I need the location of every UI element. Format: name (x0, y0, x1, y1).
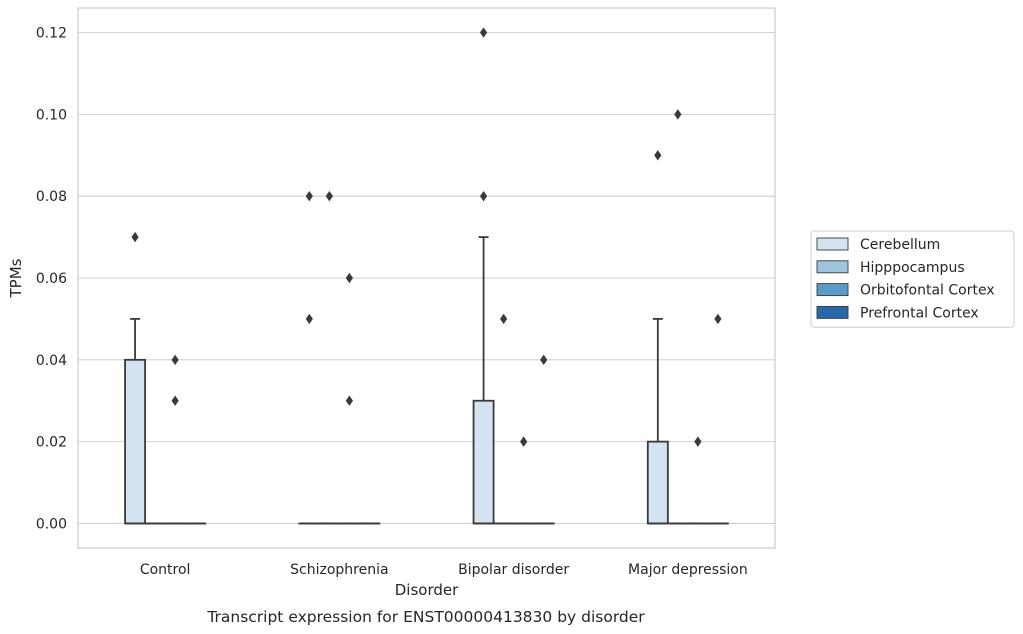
outlier-point (131, 231, 139, 243)
outlier-point (714, 313, 722, 325)
x-tick-label: Bipolar disorder (458, 562, 569, 578)
outlier-point (345, 395, 353, 406)
legend-swatch (816, 283, 849, 297)
box-body (472, 399, 495, 525)
legend-frame (810, 230, 1015, 328)
box-2-0 (472, 27, 495, 525)
x-tick-label: Schizophrenia (290, 562, 388, 578)
x-tick-label: Major depression (628, 562, 748, 578)
outlier-point (654, 150, 662, 161)
outlier-point (520, 436, 528, 447)
outlier-point (305, 313, 313, 325)
y-tick-label: 0.06 (36, 271, 67, 287)
box-body (124, 358, 146, 525)
outlier-point (479, 27, 488, 38)
y-tick-label: 0.10 (36, 107, 67, 123)
outlier-point (171, 354, 179, 366)
outlier-point (479, 190, 488, 202)
y-tick-label: 0.02 (36, 435, 67, 451)
plot-frame (77, 7, 776, 549)
y-tick-label: 0.04 (36, 353, 67, 369)
legend-label: Cerebellum (860, 237, 940, 253)
y-tick-label: 0.08 (36, 189, 67, 205)
legend: Cerebellum Hipppocampus Orbitofontal Corte… (810, 230, 1015, 328)
legend-label: Prefrontal Cortex (860, 305, 979, 321)
box-2-3 (532, 354, 555, 525)
outlier-point (500, 313, 508, 325)
y-tick-label: 0.12 (36, 26, 67, 42)
box-0-0 (124, 231, 146, 525)
legend-label: Orbitofontal Cortex (860, 283, 995, 299)
box-2-1 (492, 313, 515, 525)
box-body (646, 440, 669, 525)
box-1-2 (338, 272, 361, 525)
legend-swatch (816, 305, 849, 319)
outlier-point (694, 436, 702, 447)
box-3-2 (686, 436, 709, 525)
y-axis-label: TPMs (7, 258, 25, 298)
legend-label: Hipppocampus (860, 260, 965, 276)
grid-lines (78, 31, 775, 525)
box-2-2 (512, 436, 535, 525)
box-1-0 (298, 190, 321, 525)
x-tick-label: Control (140, 562, 191, 578)
box-3-0 (646, 150, 669, 525)
y-tick-label: 0.00 (36, 516, 67, 532)
box-0-2 (164, 354, 187, 525)
x-tick-labels: Control Schizophrenia Bipolar disorder Majo… (140, 562, 748, 578)
outlier-point (674, 109, 682, 120)
box-3-1 (666, 109, 689, 525)
box-3-3 (707, 313, 729, 525)
box-layer (124, 27, 729, 525)
legend-swatch (816, 260, 849, 274)
box-1-1 (318, 190, 341, 525)
legend-swatch (816, 237, 849, 251)
outlier-point (305, 190, 313, 202)
chart-caption: Transcript expression for ENST0000041383… (206, 608, 645, 626)
x-axis-label: Disorder (395, 581, 459, 599)
outlier-point (325, 190, 333, 202)
outlier-point (540, 354, 548, 366)
y-tick-labels: 0.00 0.02 0.04 0.06 0.08 0.10 0.12 (36, 26, 67, 533)
outlier-point (171, 395, 179, 406)
outlier-point (345, 272, 353, 284)
